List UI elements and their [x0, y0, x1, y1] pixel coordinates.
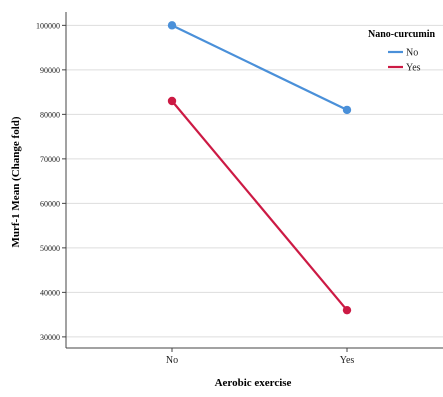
data-point: [167, 21, 177, 30]
series-line: [171, 100, 348, 311]
axes: [62, 12, 443, 352]
tick-labels: 30000 40000 50000 60000 70000 80000 90000 10000…: [36, 21, 354, 366]
x-tick-label: No: [166, 355, 178, 366]
series: [167, 21, 352, 315]
legend-label: Yes: [406, 63, 421, 74]
legend-label: No: [406, 48, 418, 59]
y-tick-label: 60000: [40, 199, 60, 208]
data-point: [342, 105, 352, 115]
legend: Nano-curcumin No Yes: [368, 29, 435, 74]
y-tick-label: 100000: [36, 21, 60, 30]
y-tick-label: 30000: [40, 333, 60, 342]
y-tick-label: 80000: [40, 110, 60, 119]
y-tick-label: 70000: [40, 155, 60, 164]
x-axis-title: Aerobic exercise: [215, 377, 292, 389]
series-no: [167, 21, 352, 115]
legend-title: Nano-curcumin: [368, 29, 435, 40]
y-axis-title: Murf-1 Mean (Change fold): [10, 116, 22, 247]
series-yes: [167, 96, 352, 315]
data-point: [342, 305, 352, 315]
series-line: [171, 24, 348, 111]
data-point: [167, 96, 177, 106]
gridlines: [66, 24, 443, 338]
y-tick-label: 40000: [40, 288, 60, 297]
x-tick-label: Yes: [340, 355, 355, 366]
y-tick-label: 90000: [40, 66, 60, 75]
y-tick-label: 50000: [40, 244, 60, 253]
